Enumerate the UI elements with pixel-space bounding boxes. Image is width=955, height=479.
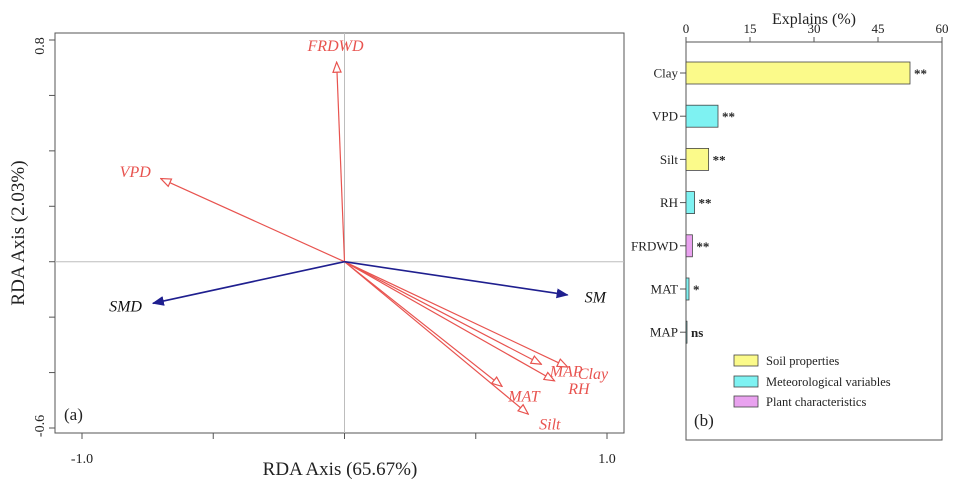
vector-label-mat: MAT bbox=[507, 388, 541, 405]
y-tick-label-min: -0.6 bbox=[33, 415, 48, 437]
bar-group: Clay ** VPD ** Silt ** RH ** FRDWD ** MAT * MAP ns bbox=[631, 61, 927, 344]
significance-label-rh: ** bbox=[699, 196, 712, 211]
bar-x-tick-label: 45 bbox=[872, 21, 885, 36]
legend-swatch-meteorological bbox=[733, 375, 759, 388]
panel-label-b: (b) bbox=[694, 411, 714, 430]
bar-category-label-silt: Silt bbox=[660, 152, 678, 167]
bar-x-axis: 0 15 30 45 60 bbox=[683, 21, 949, 42]
vector-label-sm: SM bbox=[585, 289, 608, 306]
x-tick-label-max: 1.0 bbox=[598, 452, 616, 467]
bar-clay bbox=[685, 61, 911, 85]
legend-label-meteorological: Meteorological variables bbox=[766, 375, 891, 389]
bar-category-label-clay: Clay bbox=[653, 66, 678, 81]
vector-arrow-map bbox=[344, 261, 542, 365]
bar-silt bbox=[685, 147, 710, 171]
bar-mat bbox=[685, 277, 690, 301]
vector-arrow-sm bbox=[344, 260, 569, 299]
legend: Soil properties Meteorological variables… bbox=[733, 354, 891, 409]
significance-label-vpd: ** bbox=[722, 109, 735, 124]
vector-arrow-rh bbox=[344, 261, 555, 381]
vector-label-frdwd: FRDWD bbox=[307, 38, 364, 55]
vector-label-map: MAP bbox=[549, 364, 583, 381]
bar-category-label-rh: RH bbox=[660, 195, 678, 210]
significance-label-frdwd: ** bbox=[696, 239, 709, 254]
significance-label-mat: * bbox=[693, 282, 700, 297]
y-tick-label-max: 0.8 bbox=[33, 37, 48, 55]
plot-frame bbox=[54, 32, 625, 434]
vector-arrow-silt bbox=[344, 261, 529, 414]
bar-x-tick-label: 0 bbox=[683, 21, 690, 36]
vector-arrow-vpd bbox=[161, 179, 345, 263]
bar-category-label-vpd: VPD bbox=[652, 109, 678, 124]
bar-category-label-frdwd: FRDWD bbox=[631, 238, 678, 253]
bar-x-tick-label: 60 bbox=[936, 21, 949, 36]
legend-swatch-plant bbox=[733, 395, 759, 408]
vector-label-rh: RH bbox=[567, 381, 591, 398]
vector-arrow-frdwd bbox=[337, 62, 346, 262]
significance-label-clay: ** bbox=[914, 66, 927, 81]
vector-label-vpd: VPD bbox=[120, 164, 152, 181]
legend-swatch-soil bbox=[733, 354, 759, 367]
bar-category-label-map: MAP bbox=[650, 325, 678, 340]
bar-vpd bbox=[685, 104, 719, 128]
bar-x-tick-label: 15 bbox=[744, 21, 757, 36]
vector-arrow-clay bbox=[344, 261, 568, 367]
bar-map bbox=[685, 320, 688, 344]
bar-category-label-mat: MAT bbox=[651, 282, 679, 297]
panel-label-a: (a) bbox=[64, 405, 83, 424]
vector-label-clay: Clay bbox=[578, 366, 609, 383]
vector-arrow-smd bbox=[151, 260, 345, 306]
bar-x-axis-title: Explains (%) bbox=[772, 11, 856, 28]
vector-label-smd: SMD bbox=[109, 299, 142, 316]
bar-frdwd bbox=[685, 234, 693, 258]
bar-x-tick-label: 30 bbox=[808, 21, 821, 36]
legend-label-soil: Soil properties bbox=[766, 354, 839, 368]
legend-label-plant: Plant characteristics bbox=[766, 395, 866, 409]
y-axis-title: RDA Axis (2.03%) bbox=[8, 160, 29, 305]
significance-label-map: ns bbox=[691, 325, 703, 340]
significance-label-silt: ** bbox=[713, 152, 726, 167]
x-tick-label-min: -1.0 bbox=[71, 452, 93, 467]
explained-variance-panel: 0 15 30 45 60 Clay ** VPD ** Silt ** RH ** FRDWD ** MA… bbox=[631, 11, 949, 441]
bar-rh bbox=[685, 191, 695, 215]
vector-arrow-mat bbox=[344, 261, 503, 387]
axis-ticks bbox=[49, 39, 608, 439]
vector-label-silt: Silt bbox=[539, 416, 561, 433]
x-axis-title: RDA Axis (65.67%) bbox=[263, 459, 418, 479]
